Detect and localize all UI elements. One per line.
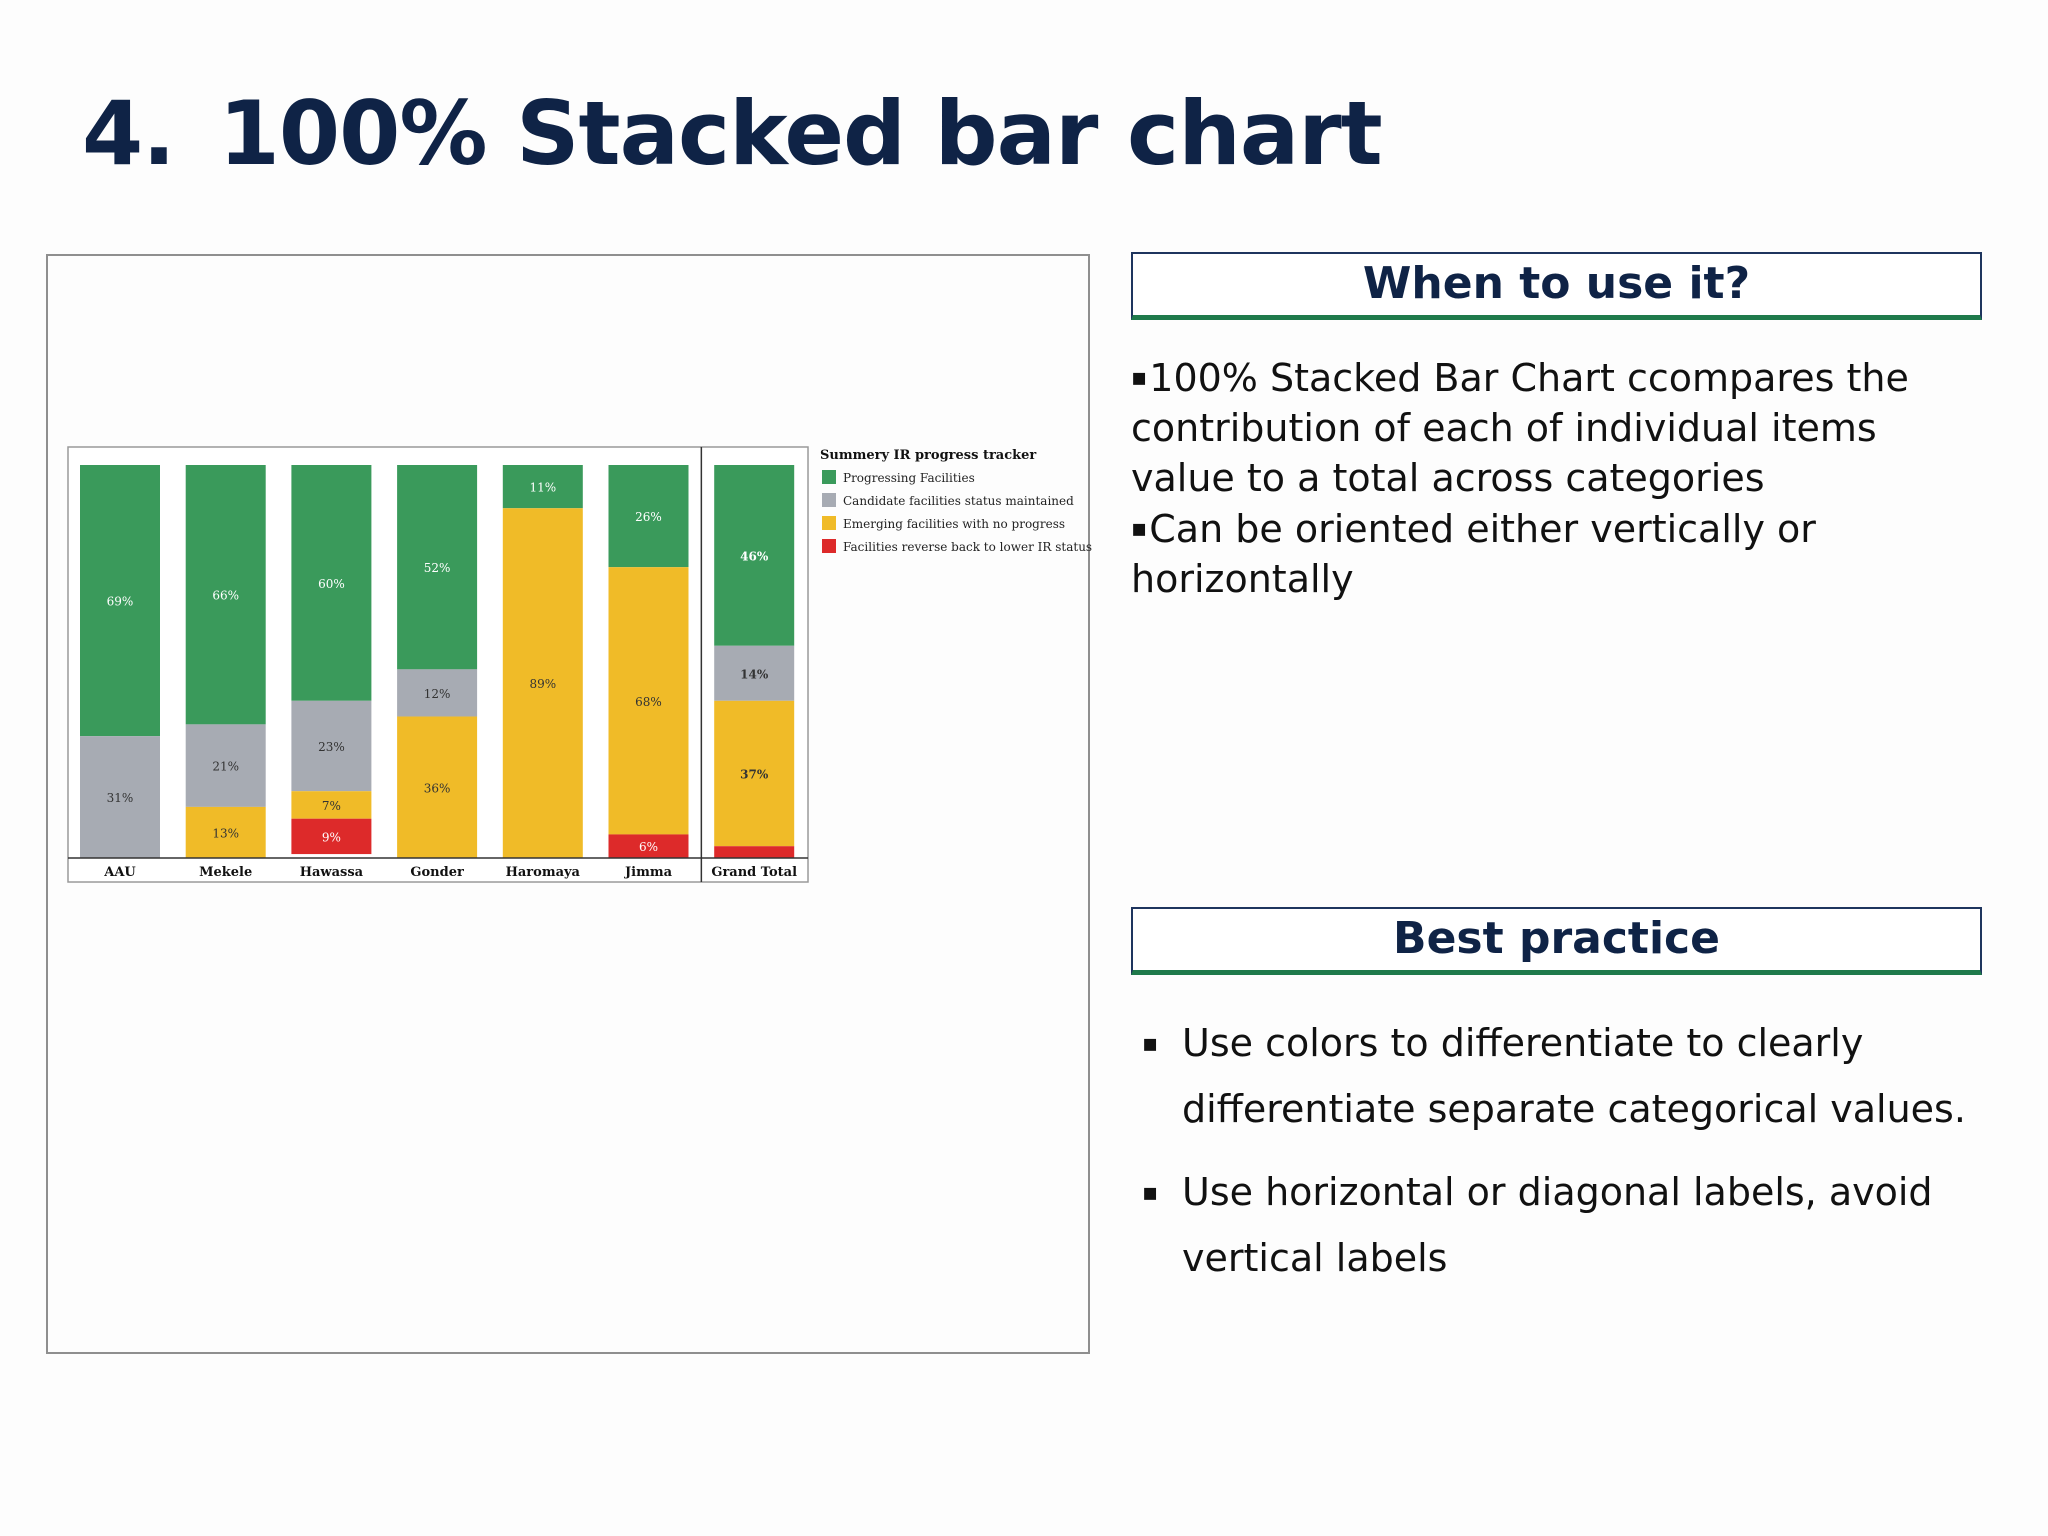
data-label: 69% [107,595,134,609]
data-label: 23% [318,740,345,754]
legend-label: Emerging facilities with no progress [843,517,1065,531]
slide-title-text: 100% Stacked bar chart [218,82,1383,185]
data-label: 11% [529,481,556,495]
bar-segment-hawassa-3 [291,791,372,819]
data-label: 37% [740,768,769,782]
best-practice-header: Best practice [1131,907,1982,975]
bar-segment-hawassa-2 [291,700,372,792]
bar-segment-grand-total-4 [714,846,795,858]
data-label: 7% [322,799,341,813]
data-label: 12% [424,687,451,701]
when-heading-text: When to use it? [1362,258,1751,309]
category-label: Mekele [199,865,252,880]
bar-segment-mekele-1 [185,465,266,725]
bar-segment-grand-total-3 [714,700,795,847]
data-label: 9% [322,830,341,844]
category-label: Haromaya [506,865,581,880]
slide-number: 4. [82,82,176,185]
legend-label: Facilities reverse back to lower IR stat… [843,540,1092,554]
bar-segment-jimma-1 [608,465,689,568]
data-label: 21% [212,760,239,774]
legend-swatch [822,539,836,553]
bar-segment-haromaya-1 [502,465,583,509]
legend-label: Progressing Facilities [843,471,975,485]
bar-segment-gonder-1 [397,465,478,670]
bar-segment-hawassa-1 [291,465,372,701]
legend-label: Candidate facilities status maintained [843,494,1074,508]
when-bullet-1: ▪100% Stacked Bar Chart ccompares the co… [1131,352,1991,503]
data-label: 31% [107,791,134,805]
bar-segment-grand-total-2 [714,645,795,701]
data-label: 52% [424,561,451,575]
data-label: 60% [318,577,345,591]
bar-segment-mekele-3 [185,806,266,858]
data-label: 6% [639,840,658,854]
bar-segment-aau-2 [80,736,160,858]
bar-segment-aau-1 [80,465,160,737]
bar-segment-haromaya-3 [502,508,583,858]
bullet-square-icon: ▪ [1131,514,1148,542]
bullet-square-icon: ▪ [1131,363,1148,391]
data-label: 26% [635,510,662,524]
data-label: 66% [212,589,239,603]
bar-segment-grand-total-1 [714,465,795,646]
best-bullet-1-text: Use colors to differentiate to clearly d… [1182,1021,1966,1131]
data-label: 36% [424,781,451,795]
bar-segment-hawassa-4 [291,818,372,855]
data-label: 14% [740,667,769,681]
when-to-use-header: When to use it? [1131,252,1982,320]
data-label: 89% [529,677,556,691]
bar-segment-jimma-4 [608,834,689,858]
legend-title: Summery IR progress tracker [820,448,1036,463]
bullet-square-icon: ▪ [1142,1029,1159,1057]
when-bullet-2: ▪Can be oriented either vertically or ho… [1131,503,1991,604]
data-label: 13% [212,826,239,840]
legend-swatch [822,493,836,507]
category-label: Grand Total [711,865,797,880]
best-heading-text: Best practice [1393,913,1720,964]
bullet-square-icon: ▪ [1142,1178,1159,1206]
category-label: AAU [103,865,136,880]
when-to-use-body: ▪100% Stacked Bar Chart ccompares the co… [1131,352,1991,604]
legend-swatch [822,516,836,530]
category-label: Jimma [624,865,673,880]
bar-segment-mekele-2 [185,724,266,807]
when-bullet-2-text: Can be oriented either vertically or hor… [1131,507,1816,601]
when-bullet-1-text: 100% Stacked Bar Chart ccompares the con… [1131,356,1909,500]
data-label: 68% [635,695,662,709]
best-practice-body: ▪ Use colors to differentiate to clearly … [1142,1010,2002,1308]
best-bullet-1: ▪ Use colors to differentiate to clearly … [1142,1010,2002,1142]
best-bullet-2: ▪ Use horizontal or diagonal labels, avoi… [1142,1159,2002,1291]
bar-segment-jimma-3 [608,567,689,835]
best-bullet-2-text: Use horizontal or diagonal labels, avoid… [1182,1170,1933,1280]
slide-title: 4. 100% Stacked bar chart [82,82,1383,185]
bar-segment-gonder-3 [397,716,478,858]
bar-segment-gonder-2 [397,669,478,717]
category-label: Hawassa [300,865,364,880]
legend-swatch [822,470,836,484]
category-label: Gonder [410,865,464,880]
data-label: 46% [740,549,769,563]
